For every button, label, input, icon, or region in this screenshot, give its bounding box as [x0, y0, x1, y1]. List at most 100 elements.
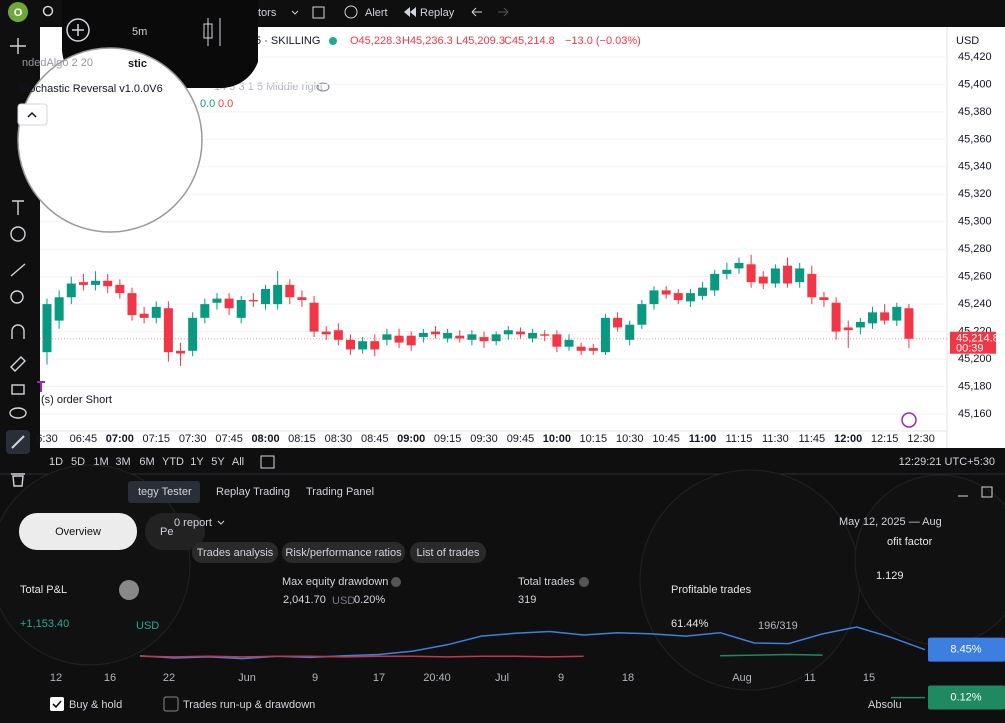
candle-body: [224, 298, 234, 309]
subtab-pill[interactable]: [282, 542, 405, 563]
range-bar: 1D 5D 1M 3M 6M YTD 1Y 5Y All: [49, 456, 244, 468]
symbol[interactable]: 5 · SKILLING: [255, 35, 320, 47]
range-button[interactable]: 1Y: [190, 456, 204, 468]
alert-icon[interactable]: [344, 5, 358, 19]
search-icon[interactable]: [42, 5, 54, 17]
currency[interactable]: USD: [956, 35, 979, 47]
subtab-pill[interactable]: [410, 542, 486, 563]
option[interactable]: Trades run-up & drawdown: [183, 699, 315, 711]
candle-body: [855, 321, 865, 328]
countdown: 00:39: [956, 343, 984, 355]
tab[interactable]: Replay Trading: [216, 486, 290, 498]
zoom-tool[interactable]: [10, 290, 24, 304]
metric-label: Total P&L: [20, 584, 67, 596]
option[interactable]: Absolu: [868, 699, 902, 711]
link-icon: [11, 435, 25, 449]
candle-body: [91, 280, 101, 285]
replay-icon[interactable]: [404, 7, 416, 17]
layout-icon[interactable]: [312, 6, 325, 19]
x-tick-label: 10:45: [652, 433, 680, 445]
metric-value: +1,153.40: [20, 618, 69, 630]
candle-body: [467, 334, 477, 340]
info-icon[interactable]: [391, 577, 401, 587]
subtab[interactable]: List of trades: [417, 547, 480, 559]
candle-body: [309, 302, 319, 332]
x-tick-label: 9: [558, 672, 564, 684]
left-toolbar: [9, 38, 27, 487]
add-plus: [72, 24, 84, 36]
ruler-tool[interactable]: [10, 263, 26, 277]
open: O45,228.3: [350, 35, 401, 47]
candle-body: [491, 334, 501, 342]
date-range-icon[interactable]: [260, 455, 275, 469]
range-button[interactable]: 6M: [139, 456, 154, 468]
redo-icon[interactable]: [498, 7, 509, 17]
x-tick-label: 11:15: [726, 433, 753, 445]
metric-percent: 0.20%: [354, 594, 385, 606]
logo[interactable]: [8, 2, 28, 22]
metric-label: ofit factor: [887, 536, 933, 548]
check: [52, 700, 62, 709]
candle-body: [661, 290, 671, 295]
range-button[interactable]: 5Y: [211, 456, 225, 468]
event-icon: [901, 412, 917, 428]
text-tool[interactable]: [12, 200, 24, 215]
x-tick-label: 11:30: [762, 433, 789, 445]
collapse-icon: [27, 111, 37, 118]
option[interactable]: Buy & hold: [69, 699, 122, 711]
candle-body: [78, 282, 88, 285]
low: L45,209.3: [456, 35, 505, 47]
logo-text: O: [14, 7, 23, 19]
subtab[interactable]: Risk/performance ratios: [285, 547, 402, 559]
tab-active: [128, 481, 200, 503]
trash-tool[interactable]: [11, 473, 25, 487]
y-tick-label: 45,300: [958, 216, 992, 228]
performance-pill[interactable]: [145, 513, 205, 550]
eye-icon[interactable]: [316, 82, 330, 92]
range-button[interactable]: All: [232, 456, 244, 468]
replay-button[interactable]: Replay: [420, 7, 455, 19]
candle-body: [297, 297, 307, 301]
candle-body: [54, 297, 64, 321]
checkbox-checked[interactable]: [50, 697, 64, 711]
candle-body: [904, 308, 914, 339]
performance-tab[interactable]: Pe: [160, 526, 173, 538]
crosshair-tool[interactable]: [10, 38, 26, 54]
checkbox[interactable]: [163, 696, 179, 712]
alert-button[interactable]: Alert: [365, 7, 388, 19]
subtab[interactable]: Trades analysis: [197, 547, 274, 559]
candle-body: [783, 265, 793, 284]
info-icon[interactable]: [119, 580, 139, 600]
high: H45,236.3: [402, 35, 453, 47]
indicators-button[interactable]: tors: [258, 7, 277, 19]
range-button[interactable]: 3M: [115, 456, 130, 468]
undo-icon[interactable]: [471, 7, 482, 17]
date-range[interactable]: May 12, 2025 — Aug: [839, 516, 942, 528]
interval[interactable]: 5m: [132, 26, 147, 38]
range-button[interactable]: YTD: [162, 456, 184, 468]
add-icon[interactable]: [66, 18, 90, 42]
candle-body: [576, 346, 586, 351]
y-tick-label: 45,200: [958, 353, 992, 365]
magnet-tool[interactable]: [11, 324, 25, 339]
emoji-tool[interactable]: [10, 226, 26, 242]
candle-icon[interactable]: [207, 18, 221, 46]
overview-tab[interactable]: Overview: [55, 526, 101, 538]
tab[interactable]: Trading Panel: [306, 486, 374, 498]
annotation: (s) order Short: [41, 394, 112, 406]
draw-lock-tool[interactable]: [10, 356, 26, 372]
candle-body: [200, 304, 210, 318]
y-tick-label: 45,360: [958, 133, 992, 145]
info-icon[interactable]: [579, 577, 589, 587]
maximize-icon[interactable]: [981, 486, 993, 498]
visibility-tool[interactable]: [9, 407, 27, 419]
report-dropdown[interactable]: 0 report: [174, 517, 212, 529]
overview-pill[interactable]: [19, 513, 137, 550]
candle-body: [503, 330, 513, 335]
lock-tool[interactable]: [11, 384, 25, 395]
x-tick-label: 22: [163, 672, 175, 684]
tab[interactable]: tegy Tester: [138, 486, 192, 498]
range-button[interactable]: 1D: [49, 456, 63, 468]
subtab-pill[interactable]: [192, 542, 278, 563]
candle-body: [734, 262, 744, 269]
